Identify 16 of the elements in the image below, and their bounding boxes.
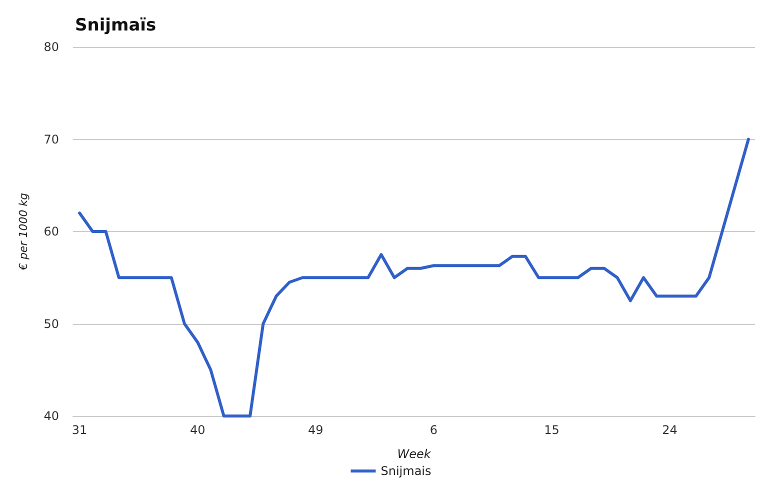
chart-title: Snijmaïs bbox=[75, 16, 156, 36]
y-tick-label: 80 bbox=[44, 40, 59, 54]
y-axis-title: € per 1000 kg bbox=[17, 192, 30, 272]
x-tick-label: 15 bbox=[544, 423, 560, 437]
x-tick-label: 31 bbox=[72, 423, 88, 437]
x-tick-label: 40 bbox=[190, 423, 206, 437]
y-tick-label: 60 bbox=[44, 224, 59, 238]
legend-label: Snijmais bbox=[380, 464, 432, 478]
line-series bbox=[78, 138, 750, 418]
x-tick-label: 6 bbox=[430, 423, 438, 437]
y-tick-label: 70 bbox=[44, 132, 59, 146]
x-axis-title: Week bbox=[397, 447, 432, 461]
x-tick-label: 49 bbox=[308, 423, 324, 437]
y-tick-label: 40 bbox=[44, 409, 59, 423]
x-tick-label: 24 bbox=[662, 423, 678, 437]
y-tick-label: 50 bbox=[44, 316, 59, 331]
